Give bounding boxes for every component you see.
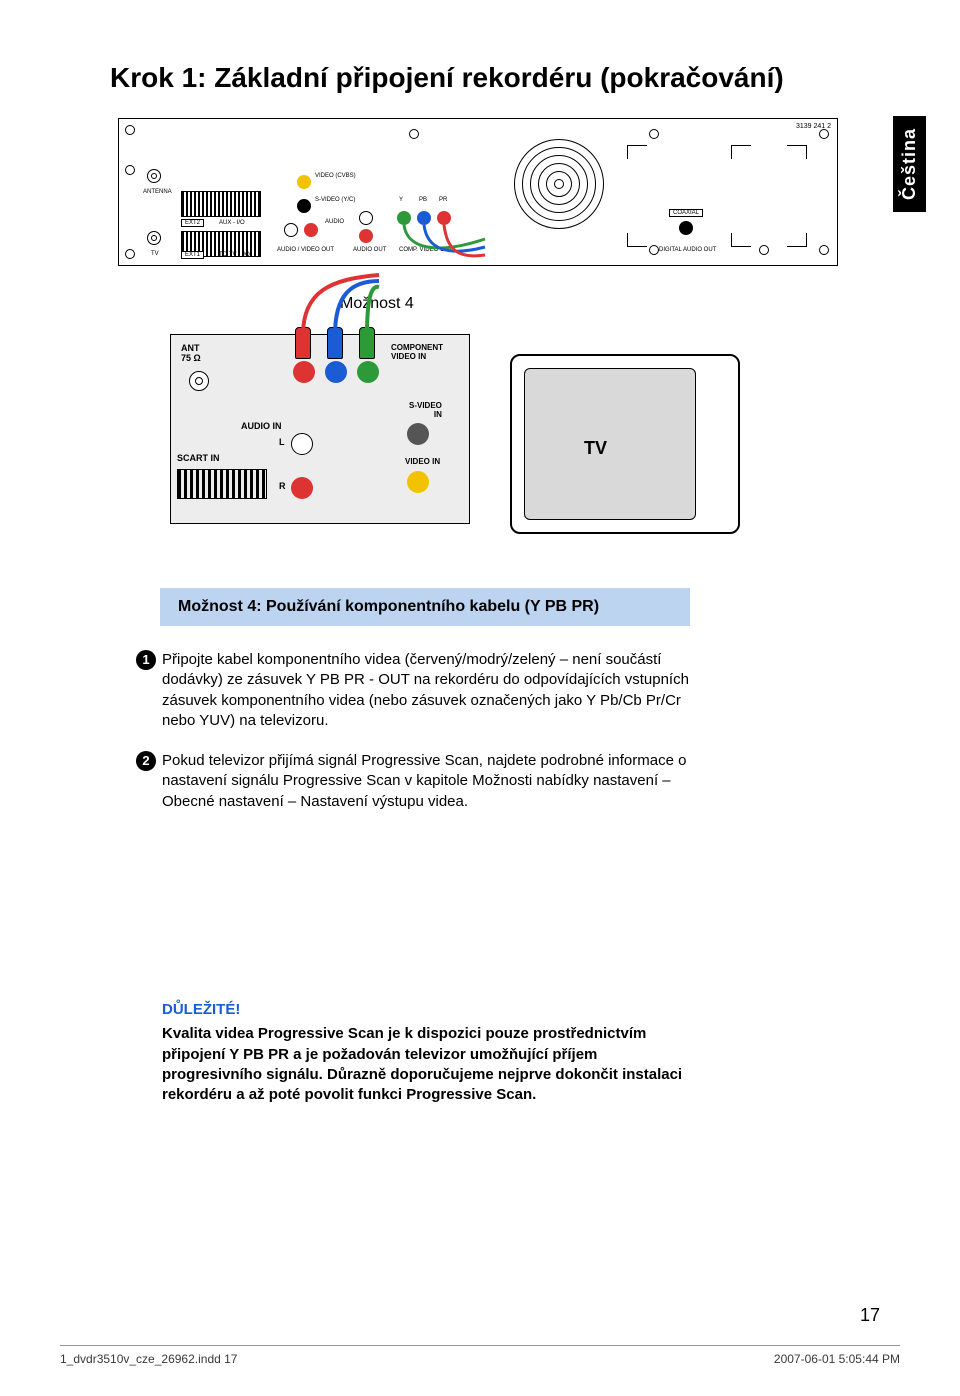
step-2-text: Pokud televizor přijímá signál Progressi…	[162, 751, 696, 812]
tv-audio-l	[291, 433, 313, 455]
important-note: DŮLEŽITÉ! Kvalita videa Progressive Scan…	[162, 1000, 692, 1105]
cvbs-out	[297, 175, 311, 189]
av-out-label: AUDIO / VIDEO OUT	[277, 247, 334, 253]
audio-r-out	[304, 223, 318, 237]
tv-label: TV	[584, 438, 607, 459]
language-tab: Čeština	[893, 116, 926, 212]
option-box-title: Možnost 4: Používání komponentního kabel…	[160, 588, 690, 626]
audio-l-out-2	[359, 211, 373, 225]
tv-pb-jack	[325, 361, 347, 383]
footer-timestamp: 2007-06-01 5:05:44 PM	[774, 1352, 900, 1366]
tv-y-jack	[357, 361, 379, 383]
cvbs-label: VIDEO (CVBS)	[315, 173, 356, 179]
svideo-label: S-VIDEO (Y/C)	[315, 197, 355, 203]
tv-audio-r	[291, 477, 313, 499]
tv-ant-label: ANT 75 Ω	[181, 343, 201, 363]
tv-r-label: R	[279, 481, 286, 491]
tv-out-label: TV	[151, 251, 159, 257]
ext1-label: EXT1	[181, 251, 204, 259]
tv-ant-jack	[189, 371, 209, 391]
tv-pr-jack	[293, 361, 315, 383]
component-cables-up	[291, 271, 381, 335]
coaxial-jack	[679, 221, 693, 235]
scart-ext2	[181, 191, 261, 217]
totv-label: TO TV - I/O	[219, 252, 250, 258]
tv-svideo-jack	[407, 423, 429, 445]
tv-videoin-jack	[407, 471, 429, 493]
audio-l-out	[284, 223, 298, 237]
footer-file: 1_dvdr3510v_cze_26962.indd 17	[60, 1352, 237, 1366]
footer: 1_dvdr3510v_cze_26962.indd 17 2007-06-01…	[60, 1345, 900, 1366]
tv-connection-illustration: ANT 75 Ω SCART IN AUDIO IN L R PR PB Y C…	[170, 334, 770, 564]
coaxial-label: COAXIAL	[669, 209, 703, 217]
tv-audio-in-label: AUDIO IN	[241, 421, 282, 431]
aux-label: AUX - I/O	[219, 220, 245, 226]
important-body: Kvalita videa Progressive Scan je k disp…	[162, 1024, 692, 1105]
step-1: 1 Připojte kabel komponentního videa (če…	[136, 650, 696, 731]
tv-icon: TV	[510, 354, 740, 534]
tv-videoin-label: VIDEO IN	[405, 457, 440, 466]
page-title: Krok 1: Základní připojení rekordéru (po…	[110, 62, 784, 94]
audio-out-label: AUDIO OUT	[353, 247, 386, 253]
antenna-label: ANTENNA	[143, 189, 172, 195]
pb-label: PB	[419, 197, 427, 203]
component-cable-tails	[397, 219, 487, 263]
antenna-jack	[147, 169, 161, 183]
digital-audio-label: DIGITAL AUDIO OUT	[659, 247, 716, 253]
step-number-1: 1	[136, 650, 156, 670]
page-number: 17	[860, 1305, 880, 1326]
y-label: Y	[399, 197, 403, 203]
important-heading: DŮLEŽITÉ!	[162, 1000, 692, 1020]
tv-component-label: COMPONENT VIDEO IN	[391, 343, 443, 361]
fan-vent	[514, 139, 604, 229]
tv-rear-panel: ANT 75 Ω SCART IN AUDIO IN L R PR PB Y C…	[170, 334, 470, 524]
rear-panel-illustration: 3139 241 2 ANTENNA TV EXT2 AUX - I/O EXT…	[118, 118, 838, 266]
audio-label-1: AUDIO	[325, 219, 344, 225]
tv-scart-label: SCART IN	[177, 453, 220, 463]
tv-jack	[147, 231, 161, 245]
audio-r-out-2	[359, 229, 373, 243]
step-number-2: 2	[136, 751, 156, 771]
ext2-label: EXT2	[181, 219, 204, 227]
tv-l-label: L	[279, 437, 285, 447]
instruction-steps: 1 Připojte kabel komponentního videa (če…	[136, 650, 696, 832]
tv-svideo-label: S-VIDEO IN	[409, 401, 442, 419]
step-2: 2 Pokud televizor přijímá signál Progres…	[136, 751, 696, 812]
svideo-out	[297, 199, 311, 213]
step-1-text: Připojte kabel komponentního videa (červ…	[162, 650, 696, 731]
tv-scart	[177, 469, 267, 499]
pr-label: PR	[439, 197, 447, 203]
